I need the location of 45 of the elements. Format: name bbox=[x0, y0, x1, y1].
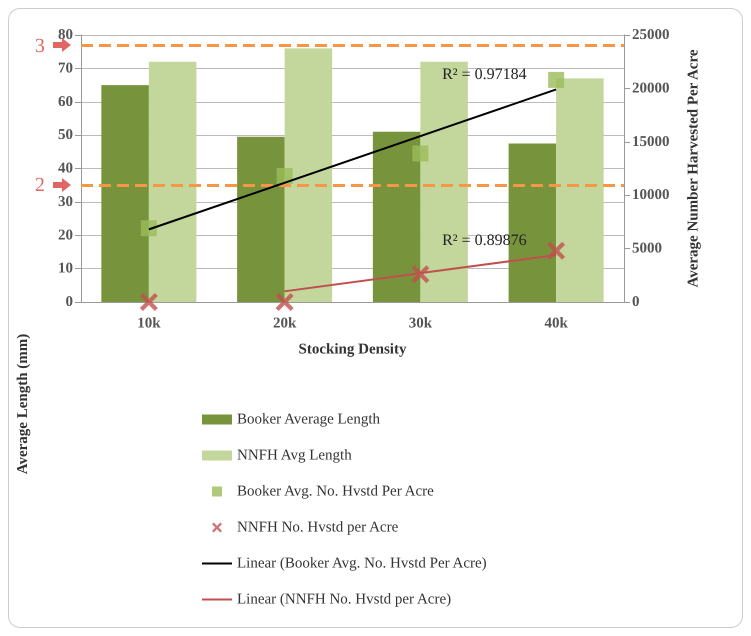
y-tick-label: 20 bbox=[58, 227, 73, 244]
point bbox=[276, 168, 293, 184]
y-axis-title: Average Length (mm) bbox=[15, 334, 31, 474]
point bbox=[548, 72, 564, 88]
y2-tick-label: 10000 bbox=[632, 187, 670, 204]
x-tick-label: 10k bbox=[137, 316, 162, 332]
x-tick-label: 40k bbox=[544, 316, 568, 332]
bar bbox=[372, 132, 420, 302]
point bbox=[140, 293, 158, 311]
y2-tick-label: 15000 bbox=[632, 134, 670, 150]
legend-label: Booker Avg. No. Hvstd Per Acre bbox=[237, 484, 434, 500]
point bbox=[276, 293, 294, 311]
y-tick-label: 40 bbox=[58, 160, 73, 176]
bar bbox=[556, 78, 604, 302]
bar bbox=[284, 48, 332, 302]
y-tick-label: 60 bbox=[58, 94, 73, 110]
legend-label: NNFH Avg Length bbox=[237, 448, 352, 464]
point bbox=[412, 146, 428, 162]
y-tick-label: 80 bbox=[58, 27, 73, 43]
y-tick-label: 10 bbox=[58, 260, 73, 277]
y-tick-label: 50 bbox=[58, 127, 73, 144]
bar bbox=[420, 62, 468, 302]
x-axis-title: Stocking Density bbox=[298, 342, 407, 358]
bar bbox=[101, 85, 149, 302]
y2-tick-label: 25000 bbox=[632, 27, 670, 43]
legend-label: Booker Average Length bbox=[237, 412, 381, 428]
y-tick-label: 70 bbox=[58, 60, 73, 76]
point bbox=[547, 242, 566, 260]
legend-label: Linear (NNFH No. Hvstd per Acre) bbox=[237, 592, 452, 608]
bar bbox=[237, 136, 285, 302]
y-tick-label: 30 bbox=[58, 194, 73, 210]
point bbox=[411, 265, 430, 284]
y2-tick-label: 20000 bbox=[632, 80, 670, 96]
y-tick-label: 0 bbox=[66, 294, 73, 310]
x-tick-label: 30k bbox=[408, 316, 433, 332]
legend-label: NNFH No. Hvstd per Acre bbox=[237, 520, 399, 536]
y2-axis-title: Average Number Harvested Per Acre bbox=[686, 49, 702, 288]
text: 2 bbox=[34, 174, 45, 196]
y2-tick-label: 5000 bbox=[632, 240, 662, 257]
text: 3 bbox=[34, 34, 45, 57]
bar bbox=[148, 62, 196, 302]
point bbox=[140, 220, 157, 236]
x-tick-label: 20k bbox=[272, 316, 297, 332]
legend-label: Linear (Booker Avg. No. Hvstd Per Acre) bbox=[237, 556, 487, 572]
y2-tick-label: 0 bbox=[632, 294, 640, 310]
